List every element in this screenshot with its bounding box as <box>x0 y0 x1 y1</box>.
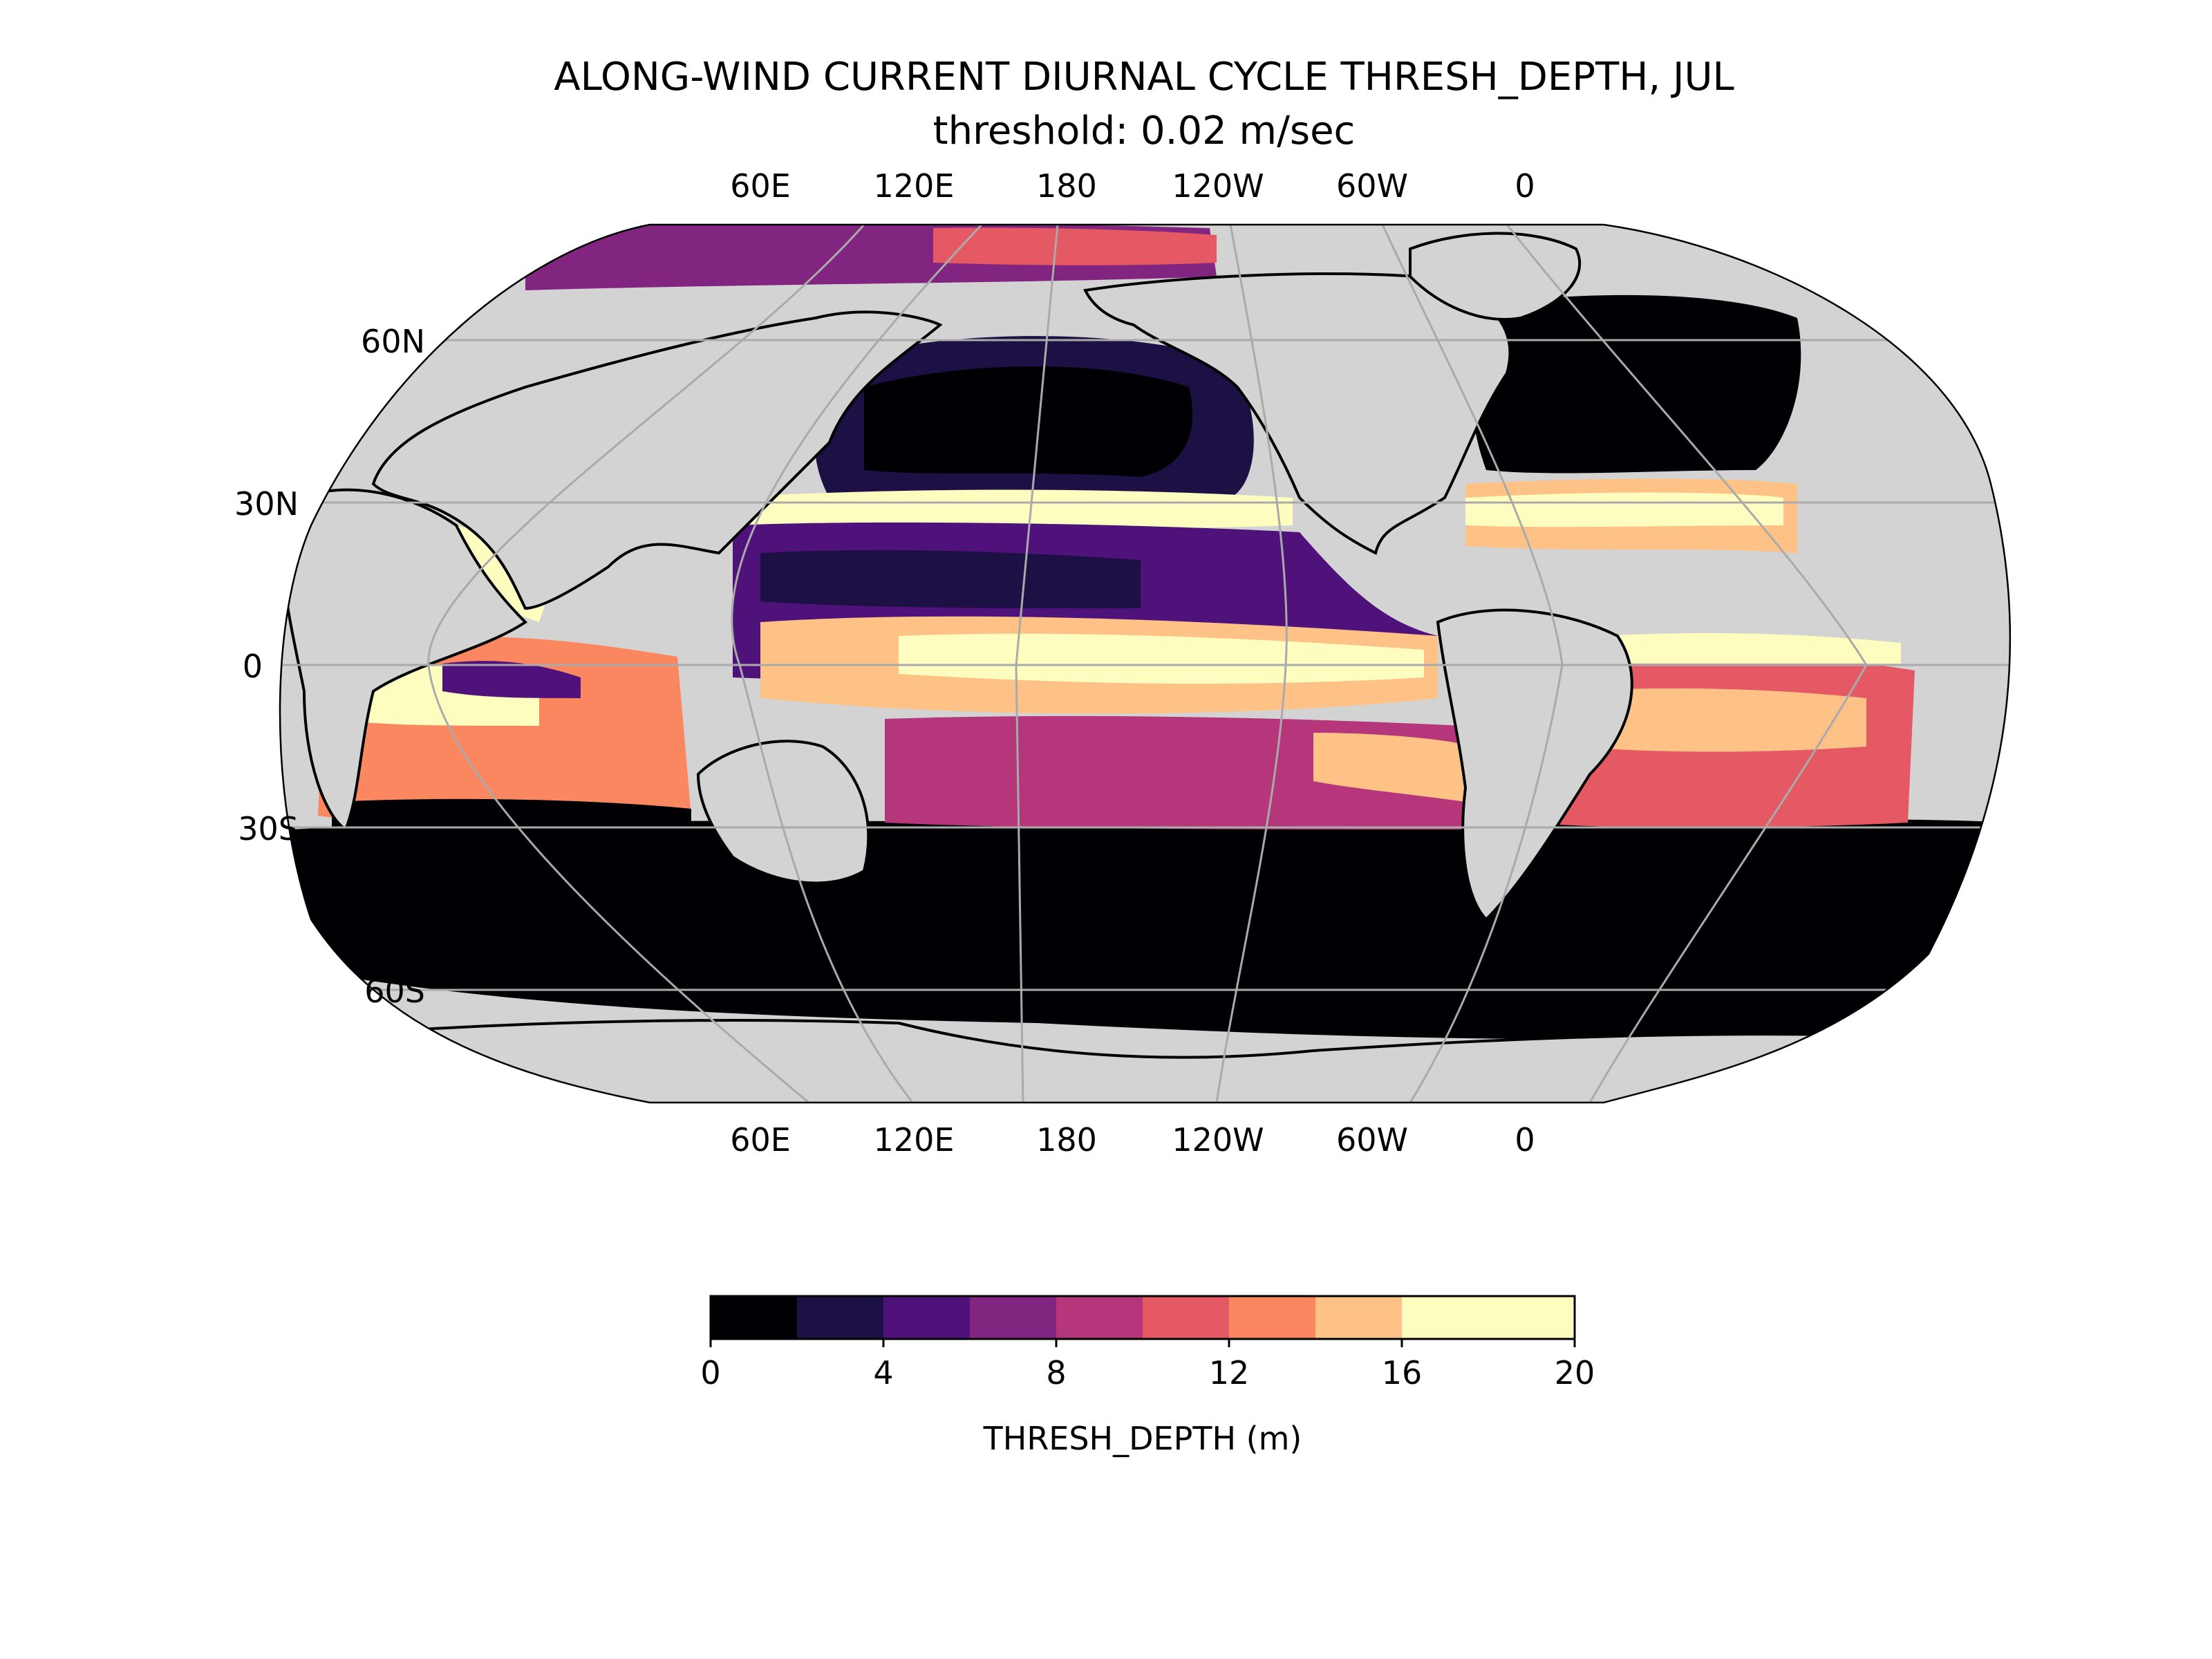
colorbar-swatch <box>1143 1296 1230 1339</box>
map-title: ALONG-WIND CURRENT DIURNAL CYCLE THRESH_… <box>554 55 1734 100</box>
lon-label-bottom: 60W <box>1336 1121 1408 1159</box>
colorbar-tick-label: 12 <box>1209 1354 1250 1391</box>
colorbar-swatches <box>711 1296 1575 1339</box>
lat-label: 60N <box>361 323 425 360</box>
colorbar-tick-label: 20 <box>1555 1354 1595 1391</box>
colorbar-tick-label: 16 <box>1382 1354 1423 1391</box>
lon-label-bottom: 0 <box>1515 1121 1535 1159</box>
lon-label-top: 60E <box>730 167 791 205</box>
lon-label-top: 120W <box>1172 167 1264 205</box>
colorbar-frame <box>709 1295 1576 1340</box>
colorbar-swatch <box>970 1296 1057 1339</box>
lat-label: 0 <box>243 648 263 685</box>
colorbar-label: THRESH_DEPTH (m) <box>983 1420 1302 1457</box>
lon-label-top: 180 <box>1036 167 1097 205</box>
map-subtitle: threshold: 0.02 m/sec <box>933 109 1356 153</box>
lon-label-top: 60W <box>1336 167 1408 205</box>
land-north-america <box>1082 272 1512 555</box>
lon-label-bottom: 180 <box>1036 1121 1097 1159</box>
land-south-america <box>1436 608 1633 921</box>
gridlines <box>280 225 2010 1103</box>
lon-label-top: 120E <box>874 167 955 205</box>
lat-label: 30N <box>234 485 299 523</box>
colorbar-swatch <box>1229 1296 1316 1339</box>
lat-label: 60S <box>364 973 425 1010</box>
lat-labels: 60N 30N 0 30S 60S <box>234 323 425 1010</box>
lon-labels-bottom: 60E 120E 180 120W 60W 0 <box>730 1121 1535 1159</box>
colorbar-swatch <box>797 1296 884 1339</box>
land-antarctica <box>310 1019 1937 1103</box>
lon-labels-top: 60E 120E 180 120W 60W 0 <box>730 167 1535 205</box>
lat-label: 30S <box>238 810 299 847</box>
landmasses <box>280 232 1937 1103</box>
colorbar-tick-label: 4 <box>873 1354 893 1391</box>
map-area <box>279 223 2012 1104</box>
land-australia <box>696 740 870 885</box>
colorbar: 0 4 8 12 16 20 THRESH_DEPTH (m) <box>700 1295 1595 1457</box>
colorbar-ticks: 0 4 8 12 16 20 <box>700 1339 1595 1391</box>
colorbar-swatch <box>883 1296 971 1339</box>
lon-label-bottom: 120W <box>1172 1121 1264 1159</box>
lon-label-bottom: 120E <box>874 1121 955 1159</box>
land-africa <box>280 488 528 832</box>
ocean-field <box>290 225 2005 1040</box>
colorbar-tick-label: 8 <box>1046 1354 1066 1391</box>
colorbar-swatch <box>1402 1296 1489 1339</box>
map-boundary <box>279 223 2012 1104</box>
colorbar-tick-label: 0 <box>700 1354 720 1391</box>
colorbar-swatch <box>711 1296 798 1339</box>
colorbar-swatch <box>1488 1296 1575 1339</box>
lon-label-bottom: 60E <box>730 1121 791 1159</box>
land-greenland <box>1409 232 1582 321</box>
colorbar-swatch <box>1056 1296 1143 1339</box>
lon-label-top: 0 <box>1515 167 1535 205</box>
colorbar-swatch <box>1315 1296 1403 1339</box>
